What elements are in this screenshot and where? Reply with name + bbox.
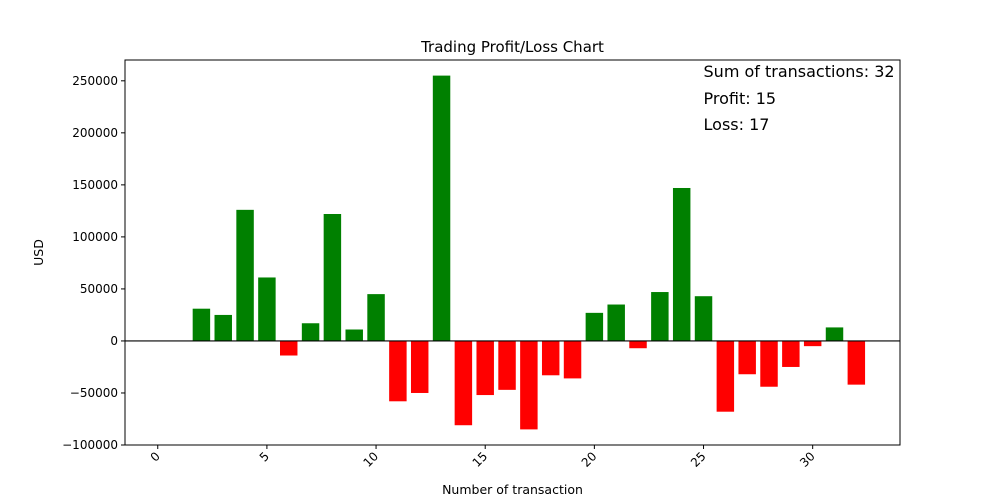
x-tick-label: 30 [797, 449, 818, 470]
y-tick-label: 250000 [72, 74, 118, 88]
profit-bar [258, 277, 276, 341]
profit-bar [432, 75, 451, 341]
loss-bar [629, 340, 647, 349]
loss-bar [541, 340, 560, 376]
y-tick-label: 200000 [72, 126, 118, 140]
plot-frame [124, 59, 901, 446]
profit-bar [214, 314, 232, 341]
y-tick-label: −100000 [62, 438, 118, 452]
x-axis: 0 5 10 15 20 25 30 [148, 445, 818, 470]
profit-bar [694, 296, 713, 341]
y-axis-label: USD [31, 239, 46, 266]
x-tick-label: 15 [470, 449, 491, 470]
profit-bar [651, 292, 669, 341]
x-axis-label: Number of transaction [442, 482, 583, 497]
y-tick-label: 150000 [72, 178, 118, 192]
profit-bar [672, 187, 691, 341]
annotation-total: Sum of transactions: 32 [704, 62, 895, 81]
x-tick-label: 25 [688, 449, 709, 470]
chart-title: Trading Profit/Loss Chart [420, 38, 604, 56]
profit-bar [323, 214, 342, 341]
profit-bar [825, 327, 844, 341]
x-tick-label: 5 [257, 449, 272, 464]
loss-bar [410, 340, 429, 393]
y-tick-label: 0 [110, 334, 118, 348]
loss-bar [454, 340, 473, 426]
y-axis: −100000 −50000 0 50000 100000 150000 200000 250… [62, 74, 125, 452]
x-tick-label: 20 [579, 449, 600, 470]
x-tick-label: 10 [360, 449, 381, 470]
loss-bar [782, 340, 800, 367]
loss-bar [803, 340, 822, 347]
loss-bar [389, 340, 407, 402]
y-tick-label: 50000 [80, 282, 118, 296]
profit-bar [345, 329, 363, 341]
profit-bar [607, 304, 625, 341]
y-tick-label: −50000 [70, 386, 118, 400]
annotation-profit: Profit: 15 [704, 89, 777, 108]
loss-bar [716, 340, 735, 412]
profit-bar [192, 308, 211, 341]
loss-bar [760, 340, 778, 387]
loss-bar [738, 340, 756, 375]
loss-bar [847, 340, 866, 385]
loss-bar [476, 340, 494, 396]
y-tick-label: 100000 [72, 230, 118, 244]
x-tick-label: 0 [148, 449, 163, 464]
profit-bar [301, 323, 320, 341]
loss-bar [520, 340, 538, 430]
loss-bar [498, 340, 516, 390]
bars-group [192, 75, 866, 430]
loss-bar [563, 340, 582, 379]
profit-bar [236, 209, 254, 341]
profit-bar [367, 294, 385, 341]
loss-bar [280, 340, 298, 356]
profit-bar [585, 312, 604, 341]
annotation-loss: Loss: 17 [704, 115, 770, 134]
